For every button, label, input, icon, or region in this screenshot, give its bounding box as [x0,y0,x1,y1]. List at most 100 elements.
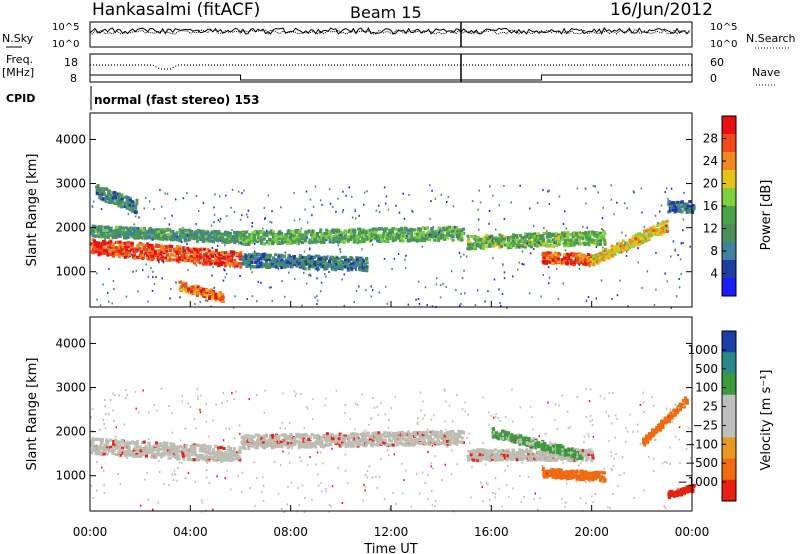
power-cell [298,264,302,268]
power-speckle [518,246,520,249]
power-speckle [667,197,669,200]
velocity-cell [331,440,335,444]
power-speckle [339,250,342,253]
power-speckle [595,246,598,248]
power-cell [148,254,152,258]
power-speckle [199,301,201,304]
power-cell [219,236,223,240]
power-cell [346,257,350,261]
power-cell [192,254,196,258]
power-cell [123,236,127,240]
velocity-cell [184,447,188,451]
power-cell [592,239,596,242]
power-cell [352,240,356,244]
power-cell [175,245,179,248]
power-speckle [353,301,355,303]
power-cell [203,238,207,242]
power-speckle [619,279,621,282]
power-speckle [308,248,311,251]
power-speckle [216,234,218,237]
power-speckle [464,292,466,295]
power-cell [500,242,504,246]
power-cell [442,226,446,230]
power-speckle [134,233,136,236]
power-cell [334,258,338,262]
power-cell [655,232,659,236]
power-speckle [492,194,494,197]
power-speckle [411,209,413,212]
power-cell [616,246,620,250]
power-cell [476,243,480,247]
power-cell [210,261,214,265]
power-cell [344,258,348,262]
power-speckle [141,269,144,272]
power-cell [389,235,393,239]
power-cell [254,265,258,269]
power-cell [602,230,606,233]
power-cell [576,257,579,261]
power-cell [129,226,133,230]
velocity-cell [91,447,95,451]
velocity-cell [322,434,326,437]
power-cell [303,263,307,267]
velocity-cell [298,436,302,440]
power-cell [199,256,203,260]
power-cell [150,247,154,251]
date-title: 16/Jun/2012 [610,0,713,20]
power-cell [599,239,603,242]
power-cell [578,253,582,257]
power-cell [210,235,214,239]
velocity-cell [252,435,256,439]
power-cell [637,240,641,244]
power-cell [210,239,214,243]
power-speckle [564,210,566,213]
velocity-cell [151,452,155,456]
velocity-cell [210,455,214,459]
power-speckle [578,263,581,266]
power-cell [571,235,575,239]
power-cell [290,265,294,269]
power-speckle [278,230,280,233]
power-cell [94,229,98,233]
power-cell [584,231,588,235]
power-cell [470,234,474,238]
power-cell [190,236,193,240]
power-speckle [339,248,341,251]
velocity-cell [253,443,257,446]
power-cell [531,233,534,237]
power-cell [460,229,464,233]
power-cell [566,231,570,235]
power-cell [156,258,160,262]
power-cell [580,256,584,260]
velocity-cell [205,458,209,462]
power-cell [303,267,307,271]
power-speckle [404,267,407,270]
power-cell [490,234,494,238]
power-cell [573,231,577,235]
power-cell [198,261,202,265]
power-cell [233,241,237,245]
velocity-cell [316,434,320,438]
power-cell [195,254,199,258]
power-cell [159,252,163,256]
power-speckle [147,300,149,303]
power-cell [194,287,198,291]
power-cell [235,261,239,265]
power-cell [157,244,161,248]
power-cell [371,228,375,232]
power-cell [616,248,620,252]
velocity-cell [160,447,164,451]
power-speckle [465,255,468,258]
velocity-cell [230,458,234,462]
power-cell [287,229,291,233]
power-speckle [556,267,558,270]
power-cell [164,256,168,260]
power-cell [261,264,265,268]
power-cell [250,264,254,268]
power-speckle [231,238,233,241]
power-cell [281,260,285,264]
power-cell [596,260,600,264]
power-cell [688,200,692,204]
power-speckle [224,244,226,247]
power-cell [593,253,597,257]
